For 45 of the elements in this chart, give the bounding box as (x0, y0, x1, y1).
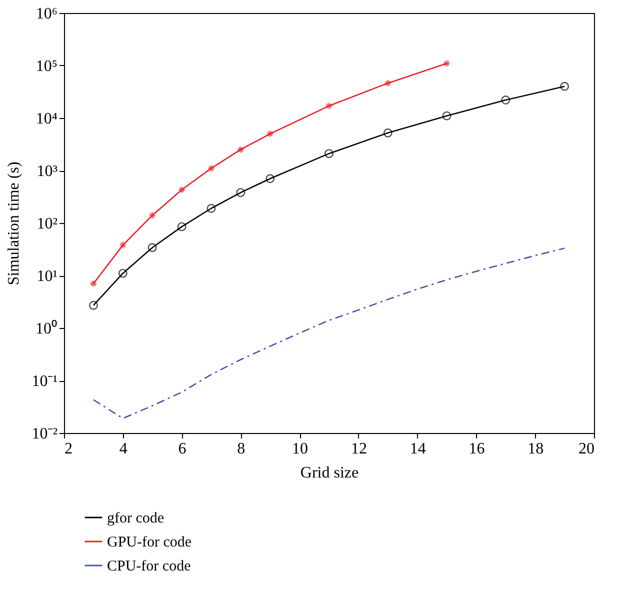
point (236, 188, 246, 198)
y-tick-label: 10⁴ (36, 110, 58, 128)
x-tick-label: 12 (350, 440, 367, 458)
y-tick-label: 10⁰ (36, 320, 58, 338)
point (266, 130, 274, 138)
x-tick-label: 20 (578, 440, 594, 458)
point (148, 212, 156, 220)
x-tick-label: 2 (64, 440, 72, 458)
y-tick-label: 10¹ (36, 268, 58, 285)
legend-label: CPU-for code (107, 558, 192, 574)
point (383, 128, 392, 138)
point (560, 82, 570, 91)
y-tick-label: 10⁵ (36, 58, 58, 75)
x-tick-label: 10 (292, 440, 308, 458)
legend-label: GPU-for code (107, 534, 192, 550)
point (501, 96, 510, 104)
y-tick-label: 10⁶ (36, 6, 58, 22)
point (266, 174, 275, 184)
point (177, 222, 186, 232)
y-tick-label: 10⁻² (32, 426, 58, 442)
x-tick-label: 18 (528, 440, 544, 458)
x-tick-label: 4 (119, 440, 128, 458)
x-axis-title: Grid size (300, 464, 359, 482)
point (325, 102, 333, 110)
point (148, 243, 157, 252)
point (207, 164, 215, 172)
x-tick-label: 16 (468, 440, 485, 458)
point (118, 268, 128, 278)
x-tick-label: 14 (410, 440, 426, 458)
legend-label: gfor code (107, 510, 164, 526)
point (206, 204, 216, 213)
y-tick-label: 10³ (36, 163, 58, 180)
point (178, 186, 186, 194)
point (119, 241, 127, 249)
y-tick-label: 10⁻¹ (32, 373, 58, 390)
point (88, 300, 98, 310)
point (236, 146, 244, 154)
point (384, 79, 392, 87)
line-series (92, 248, 566, 420)
y-axis-title: Simulation time (s) (6, 162, 23, 286)
point (442, 111, 452, 120)
point (324, 149, 334, 158)
x-tick-label: 8 (237, 440, 246, 458)
y-tick-label: 10² (36, 216, 58, 232)
x-tick-label: 6 (178, 440, 186, 458)
